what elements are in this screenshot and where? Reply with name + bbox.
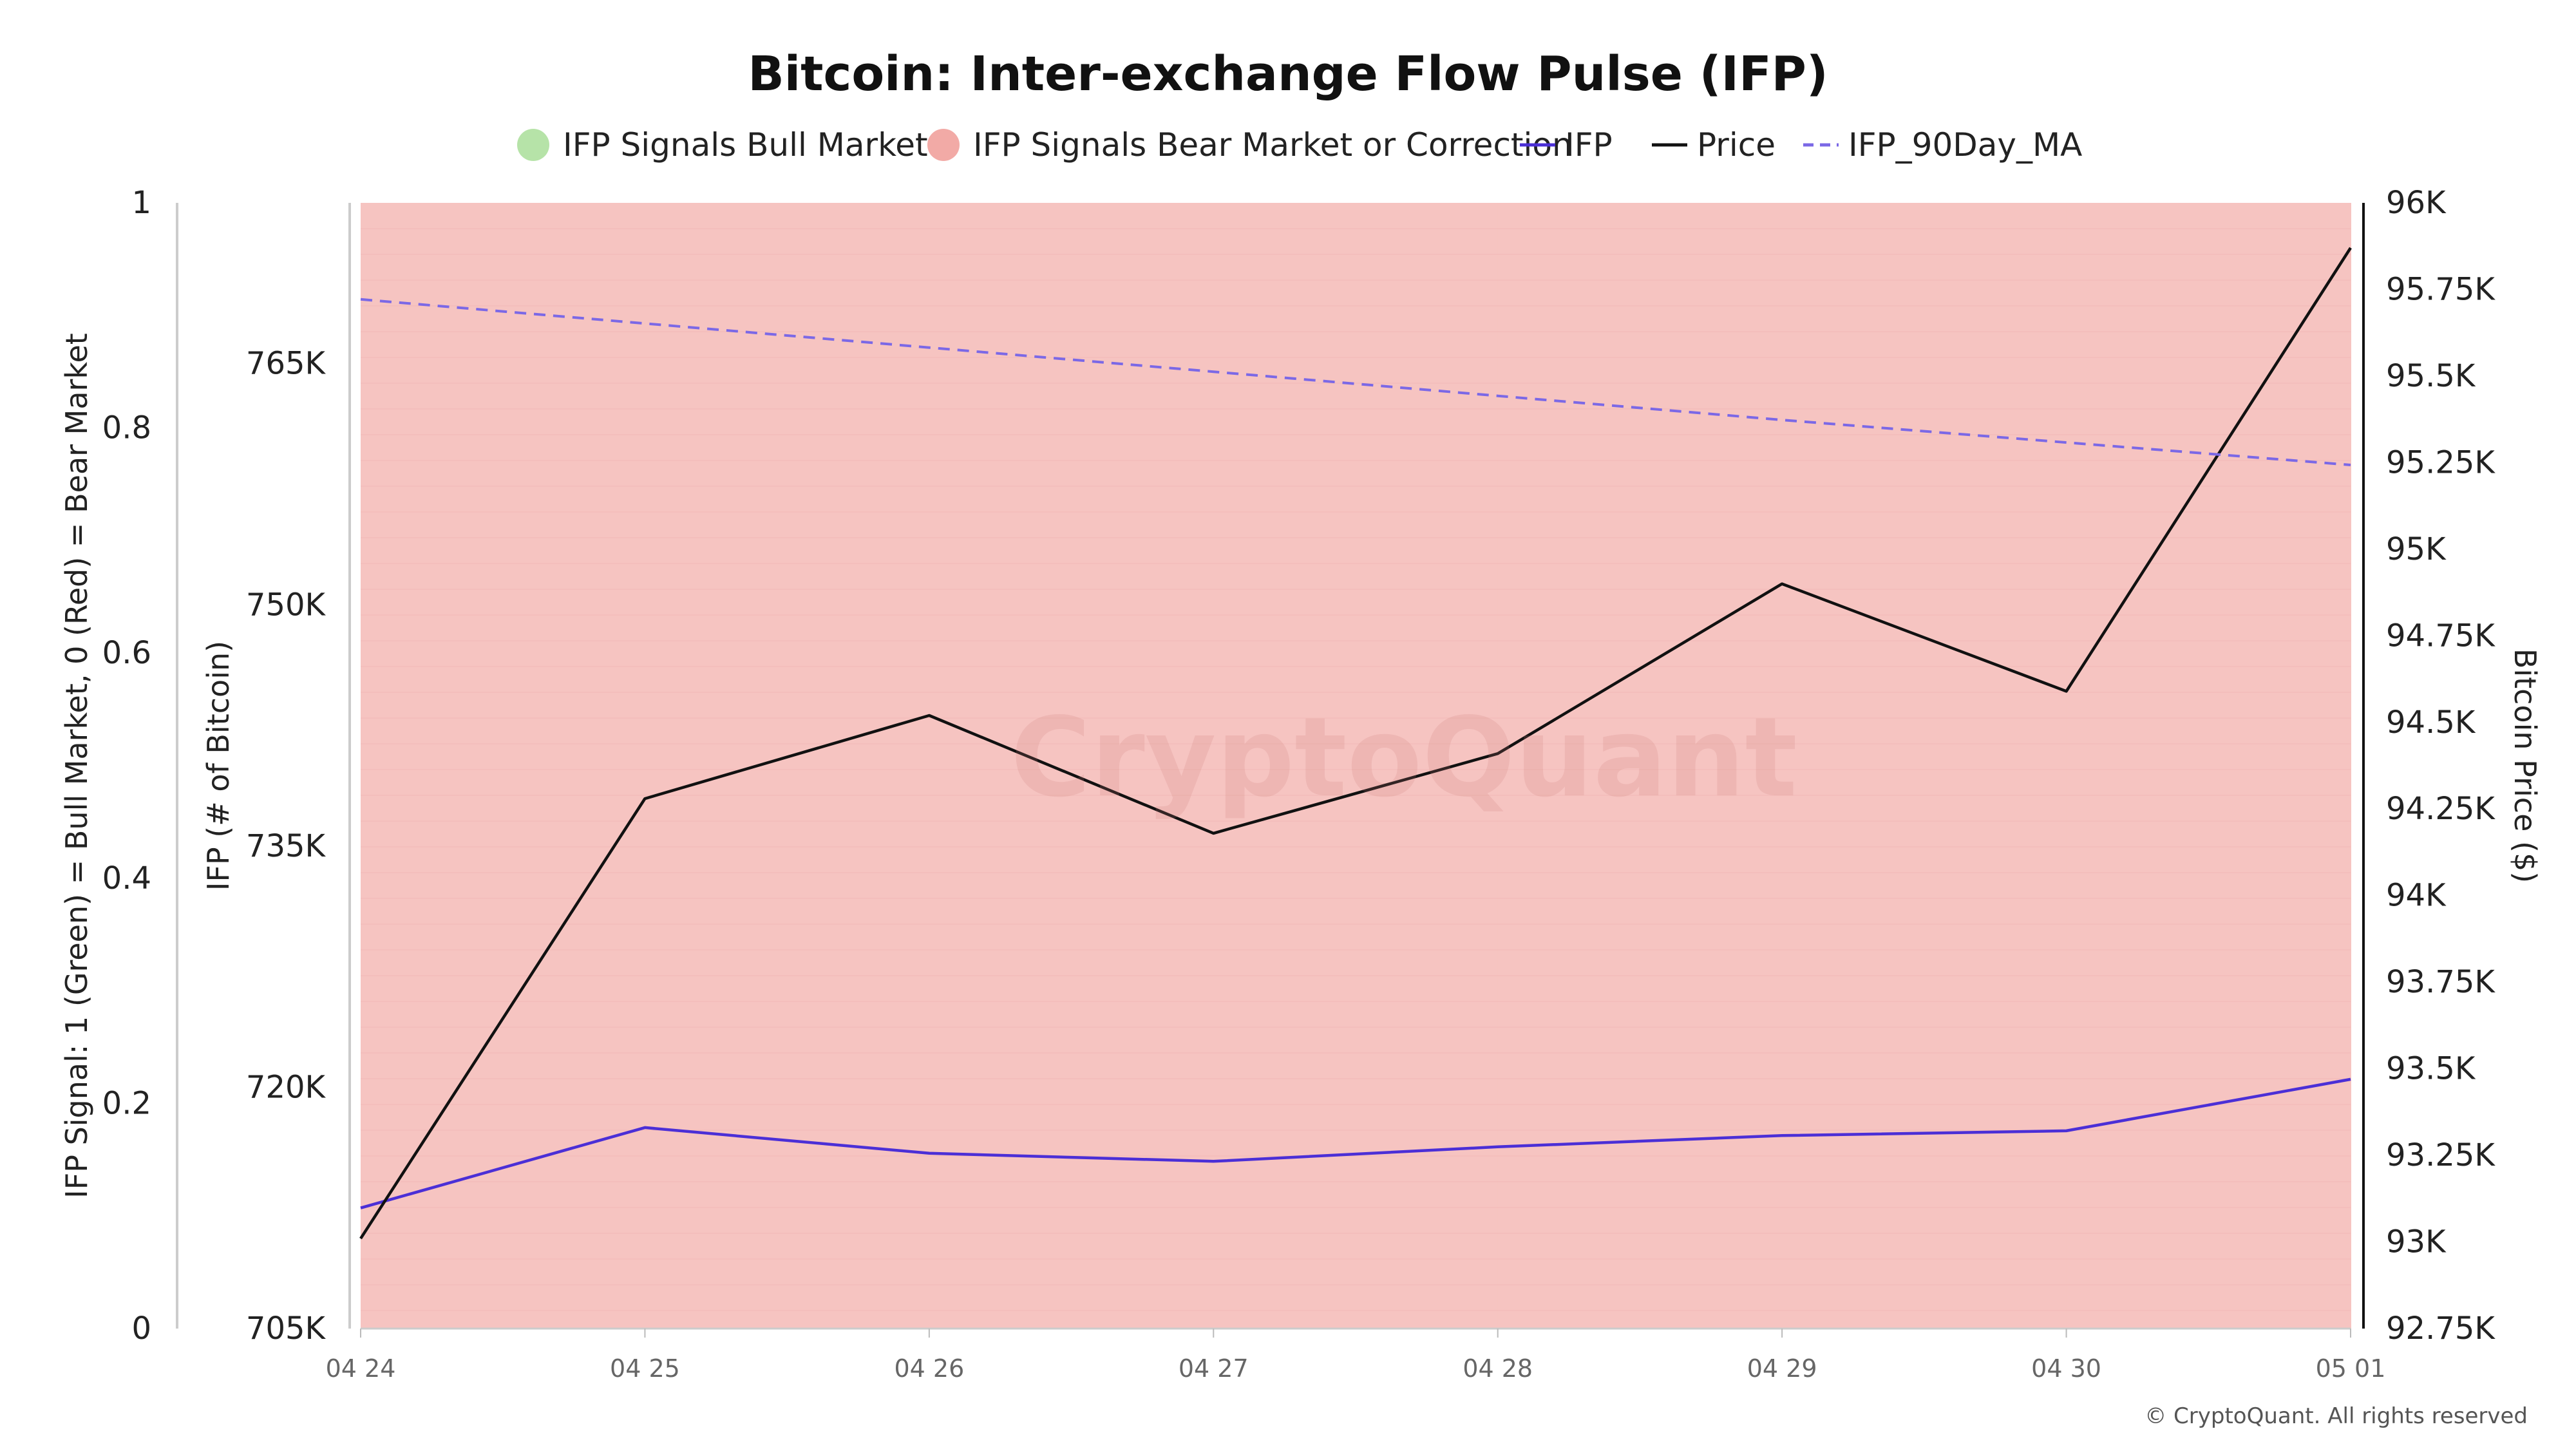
x-tick-label: 04 30 (2031, 1354, 2101, 1383)
x-tick-label: 04 26 (894, 1354, 964, 1383)
legend-label-1: IFP Signals Bear Market or Correction (973, 126, 1573, 164)
ifp-tick-label: 735K (246, 828, 327, 864)
signal-band-0 (361, 203, 646, 1329)
ifp-tick-label: 765K (246, 346, 327, 382)
axes: 0 0.2 0.4 0.6 0.8 1 IFP Signal: 1 (Green) = Bu… (59, 185, 2543, 1383)
legend-label-3: Price (1697, 126, 1776, 164)
price-tick-label: 93.25K (2386, 1137, 2496, 1173)
price-axis-title: Bitcoin Price ($) (2508, 649, 2543, 883)
price-tick-label: 95K (2386, 531, 2447, 567)
price-tick-label: 93.5K (2386, 1051, 2476, 1087)
price-tick-label: 93.75K (2386, 964, 2496, 1000)
legend-label-0: IFP Signals Bull Market (563, 126, 928, 164)
series-line-ifp (360, 1077, 2351, 1209)
series-layer (359, 247, 2352, 1240)
legend-marker-1 (927, 129, 960, 161)
signal-tick-label: 0.6 (102, 635, 151, 671)
series-line-price (359, 247, 2352, 1240)
legend-marker-0 (517, 129, 549, 161)
signal-band-1 (645, 203, 930, 1329)
series-line-ifp-90day-ma (360, 298, 2351, 466)
x-tick-label: 04 27 (1179, 1354, 1249, 1383)
signal-band-6 (2066, 203, 2351, 1329)
signal-tick-label: 0 (131, 1311, 151, 1347)
chart-title: Bitcoin: Inter-exchange Flow Pulse (IFP) (748, 46, 1828, 102)
x-tick-label: 04 29 (1747, 1354, 1817, 1383)
price-tick-label: 94.75K (2386, 618, 2496, 654)
price-tick-label: 94.5K (2386, 705, 2476, 741)
price-tick-label: 96K (2386, 185, 2447, 221)
copyright-text: © CryptoQuant. All rights reserved (2145, 1403, 2528, 1429)
signal-tick-label: 0.2 (102, 1085, 151, 1121)
ifp-axis-title: IFP (# of Bitcoin) (201, 641, 236, 891)
x-tick-label: 04 24 (326, 1354, 396, 1383)
legend: IFP Signals Bull Market IFP Signals Bear … (517, 126, 2082, 164)
price-tick-label: 94.25K (2386, 791, 2496, 827)
price-tick-label: 95.5K (2386, 358, 2476, 394)
x-tick-label: 04 25 (610, 1354, 680, 1383)
price-tick-label: 94K (2386, 878, 2447, 914)
signal-band-2 (929, 203, 1215, 1329)
plot-area (361, 203, 2351, 1329)
signal-axis-title: IFP Signal: 1 (Green) = Bull Market, 0 (… (59, 333, 94, 1198)
signal-tick-label: 0.8 (102, 410, 151, 446)
price-tick-label: 95.75K (2386, 271, 2496, 307)
signal-tick-label: 1 (131, 185, 151, 221)
signal-tick-label: 0.4 (102, 860, 151, 896)
legend-label-2: IFP (1565, 126, 1613, 164)
price-tick-label: 95.25K (2386, 444, 2496, 480)
signal-band-5 (1782, 203, 2067, 1329)
ifp-tick-label: 705K (246, 1311, 327, 1347)
ifp-tick-label: 720K (246, 1069, 327, 1105)
price-tick-label: 92.75K (2386, 1311, 2496, 1347)
ifp-tick-label: 750K (246, 587, 327, 623)
price-tick-label: 93K (2386, 1224, 2447, 1260)
watermark-text: CryptoQuant (1010, 694, 1797, 822)
legend-label-4: IFP_90Day_MA (1848, 126, 2082, 164)
x-tick-label: 04 28 (1463, 1354, 1533, 1383)
x-tick-label: 05 01 (2316, 1354, 2386, 1383)
